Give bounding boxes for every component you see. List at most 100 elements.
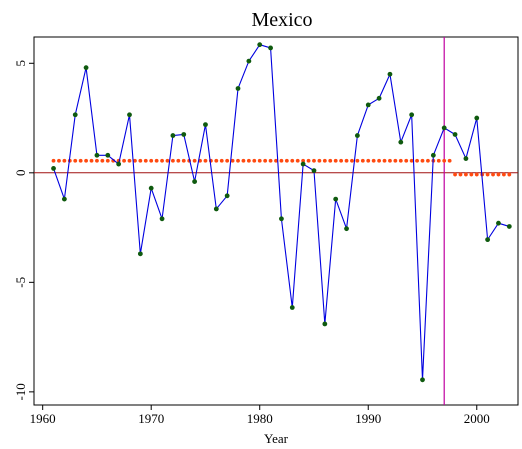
mean-dot: [350, 158, 354, 163]
mean-dot: [301, 158, 306, 163]
data-point: [279, 216, 284, 222]
data-point: [224, 193, 230, 199]
mean-dot: [138, 158, 143, 163]
mean-dot: [453, 172, 457, 177]
x-tick-label: 1970: [138, 411, 164, 426]
mean-dot: [355, 158, 360, 163]
data-point: [51, 166, 56, 171]
x-tick-label: 1960: [30, 411, 56, 426]
data-point: [257, 42, 263, 48]
mean-dot: [415, 158, 419, 163]
x-axis: 1960 1970 1980 1990 2000: [30, 405, 490, 426]
data-point: [137, 251, 143, 257]
data-point: [127, 112, 132, 118]
mean-dot: [333, 158, 338, 163]
data-point: [246, 58, 252, 64]
mean-dot: [203, 158, 208, 163]
period-mean-series: [51, 158, 512, 177]
data-point: [474, 115, 480, 121]
data-point: [430, 152, 436, 158]
data-point: [170, 133, 176, 138]
mean-dot: [225, 158, 230, 163]
mean-dot: [181, 158, 186, 163]
data-point: [376, 95, 382, 101]
mean-dot: [165, 158, 170, 163]
mean-dot: [290, 158, 295, 163]
data-point: [344, 226, 349, 232]
mean-dot: [176, 158, 181, 163]
reference-lines: [34, 37, 518, 405]
mean-dot: [474, 172, 479, 177]
mean-dot: [371, 158, 376, 163]
mean-dot: [84, 158, 88, 163]
mean-dot: [366, 158, 371, 163]
data-point: [116, 161, 122, 167]
y-tick-label: -5: [13, 277, 28, 288]
annual-line: [53, 44, 510, 381]
mean-dot: [274, 158, 278, 163]
mean-dot: [442, 158, 447, 163]
mean-dot: [127, 158, 132, 163]
mean-dot: [252, 158, 257, 163]
plot-frame: [33, 36, 519, 406]
mean-dot: [306, 158, 311, 163]
data-point: [311, 168, 317, 174]
mean-dot: [485, 172, 490, 177]
y-tick-label: 0: [13, 170, 28, 177]
mean-dot: [491, 172, 495, 177]
mean-dot: [95, 158, 99, 163]
x-axis-label: Year: [264, 431, 289, 446]
data-point: [485, 237, 491, 243]
mean-dot: [268, 158, 273, 163]
mean-dot: [57, 158, 61, 163]
mean-dot: [246, 158, 251, 163]
data-point: [61, 196, 67, 202]
mean-dot: [393, 158, 398, 163]
mean-dot: [469, 172, 474, 177]
mean-dot: [62, 158, 67, 163]
data-point: [181, 132, 187, 137]
mean-dot: [496, 172, 501, 177]
mean-dot: [447, 158, 452, 163]
mean-dot: [339, 158, 344, 163]
mean-dot: [78, 158, 83, 163]
y-tick-label: -10: [13, 383, 28, 400]
mean-dot: [279, 158, 284, 163]
data-point: [387, 71, 393, 77]
mean-dot: [89, 158, 94, 163]
mean-dot: [51, 158, 56, 163]
data-point: [409, 112, 415, 118]
mean-dot: [219, 158, 224, 163]
data-point: [506, 224, 512, 229]
mean-dot: [507, 172, 512, 177]
mean-dot: [382, 158, 387, 163]
mean-dot: [263, 158, 268, 163]
mean-dot: [388, 158, 392, 163]
mean-dot: [236, 158, 240, 163]
mean-dot: [295, 158, 300, 163]
mean-dot: [436, 158, 441, 163]
x-tick-label: 2000: [464, 411, 490, 426]
mean-dot: [317, 158, 322, 163]
mean-dot: [458, 172, 463, 177]
data-point: [420, 377, 425, 383]
data-point: [235, 86, 241, 91]
mean-dot: [464, 172, 468, 177]
mean-dot: [360, 158, 365, 163]
mean-dot: [143, 158, 148, 163]
data-point: [365, 102, 371, 108]
mean-dot: [149, 158, 154, 163]
data-point: [192, 179, 198, 184]
data-point: [213, 206, 219, 212]
mean-dot: [241, 158, 246, 163]
mean-dot: [328, 158, 333, 163]
mean-dot: [154, 158, 159, 163]
mean-dot: [377, 158, 381, 163]
mean-dot: [133, 158, 137, 163]
data-point: [322, 321, 328, 327]
data-point: [148, 185, 154, 191]
mean-dot: [426, 158, 430, 163]
x-tick-label: 1980: [247, 411, 273, 426]
